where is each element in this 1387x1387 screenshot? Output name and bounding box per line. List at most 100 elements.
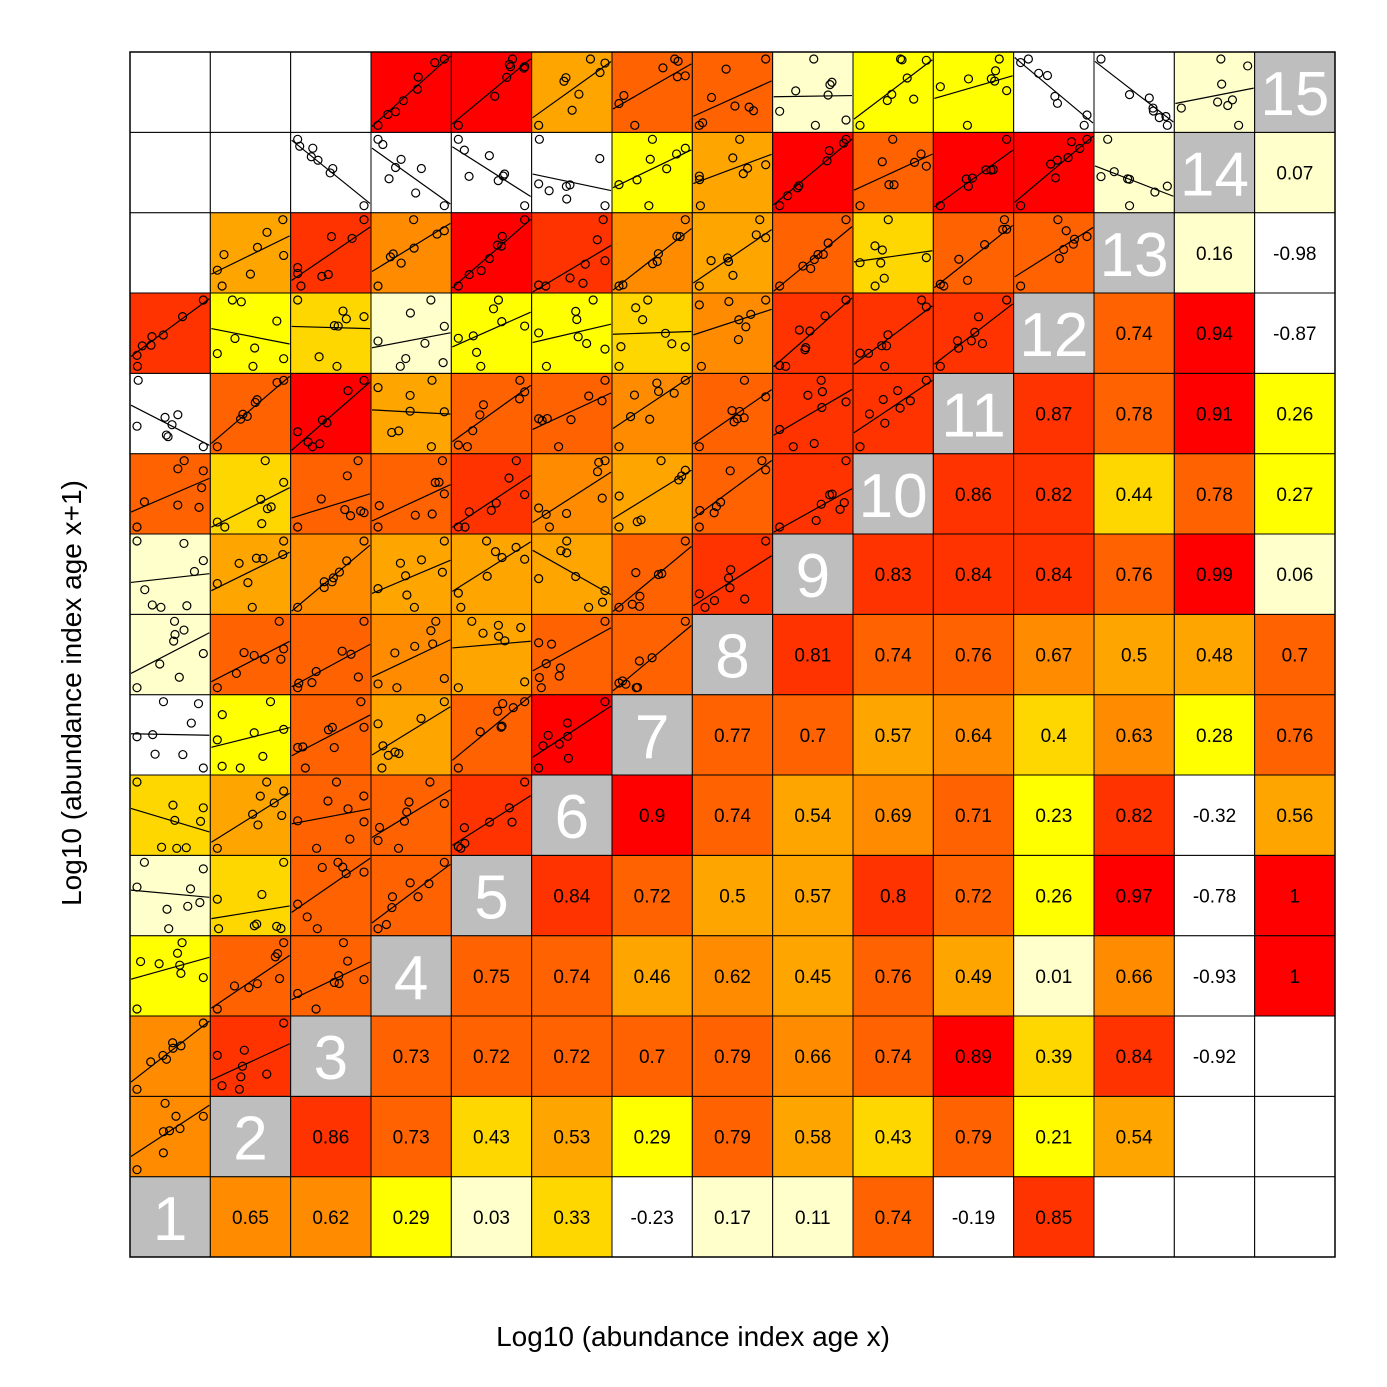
scatter-point	[794, 325, 804, 335]
correlation-value-label: 0.71	[955, 806, 992, 827]
diagonal-age-label: 15	[1260, 60, 1329, 129]
scatter-point	[158, 1127, 169, 1137]
correlation-value-label: 0.77	[714, 726, 751, 747]
scatter-point	[757, 456, 767, 466]
scatter-point	[652, 378, 662, 388]
regression-line	[371, 706, 451, 756]
scatter-point	[1217, 79, 1227, 89]
correlation-cell	[1093, 694, 1175, 776]
scatter-point	[146, 340, 156, 350]
scatter-point	[345, 511, 356, 521]
scatter-point	[909, 94, 919, 104]
correlation-value-label: 0.72	[473, 1047, 510, 1068]
scatter-point	[841, 115, 851, 125]
diagonal-cell-7	[611, 694, 693, 776]
scatter-point	[973, 312, 984, 322]
scatter-point	[635, 591, 645, 601]
scatter-panel	[450, 774, 533, 856]
scatter-point	[279, 938, 289, 948]
correlation-value-label: 0.72	[553, 1047, 590, 1068]
scatter-point	[416, 163, 426, 174]
correlation-cell	[1254, 533, 1336, 615]
scatter-point	[252, 919, 262, 929]
scatter-point	[400, 571, 411, 581]
scatter-point	[176, 968, 186, 978]
correlation-cell	[1173, 613, 1256, 696]
scatter-panel	[129, 533, 211, 615]
scatter-point	[839, 498, 849, 508]
scatter-point	[816, 499, 826, 509]
scatter-point	[536, 683, 546, 693]
correlation-value-label: 0.85	[1035, 1208, 1072, 1229]
scatter-point	[294, 678, 304, 688]
scatter-point	[384, 174, 394, 184]
scatter-panel	[370, 453, 452, 535]
scatter-point	[1059, 244, 1069, 255]
scatter-point	[279, 1018, 289, 1028]
diagonal-age-label: 9	[796, 542, 830, 611]
regression-line	[452, 311, 531, 348]
scatter-point	[881, 341, 892, 351]
scatter-point	[544, 186, 554, 196]
regression-line	[451, 58, 532, 125]
scatter-point	[1066, 137, 1077, 147]
scatter-point	[359, 536, 369, 546]
scatter-point	[410, 641, 420, 651]
scatter-point	[827, 77, 837, 87]
correlation-cell	[1254, 1176, 1336, 1258]
scatter-point	[515, 375, 525, 385]
scatter-point	[730, 101, 740, 111]
scatter-point	[632, 517, 642, 527]
scatter-point	[791, 86, 801, 96]
scatter-point	[534, 134, 544, 144]
correlation-cell	[852, 774, 934, 856]
scatter-panel	[531, 613, 613, 696]
scatter-point	[1082, 134, 1092, 144]
scatter-point	[396, 258, 406, 268]
scatter-point	[293, 262, 303, 273]
scatter-panel	[531, 131, 613, 214]
scatter-point	[453, 120, 463, 130]
scatter-point	[132, 536, 142, 546]
scatter-point	[680, 616, 690, 626]
correlation-value-label: 0.56	[1276, 806, 1313, 827]
correlation-value-label: 0.16	[1196, 244, 1233, 265]
scatter-point	[990, 66, 1001, 76]
correlation-value-label: 0.73	[393, 1047, 430, 1068]
scatter-point	[186, 718, 196, 728]
scatter-point	[498, 171, 508, 181]
scatter-point	[373, 382, 383, 393]
correlation-cell	[1173, 694, 1256, 776]
correlation-value-label: 0.4	[1041, 726, 1068, 747]
scatter-point	[217, 281, 227, 291]
scatter-point	[855, 201, 865, 211]
correlation-cell	[932, 935, 1015, 1017]
scatter-point	[492, 240, 503, 250]
scatter-point	[809, 438, 819, 449]
scatter-point	[459, 823, 469, 833]
scatter-point	[183, 901, 193, 911]
scatter-point	[250, 397, 260, 408]
scatter-point	[870, 241, 880, 251]
scatter-point	[170, 815, 180, 825]
diagonal-cell-1	[129, 1176, 211, 1258]
x-axis-label: Log10 (abundance index age x)	[496, 1321, 890, 1352]
scatter-panel	[370, 212, 452, 294]
correlation-value-label: 0.79	[714, 1128, 751, 1149]
correlation-value-label: 0.84	[553, 887, 590, 908]
correlation-value-label: 0.74	[875, 1047, 912, 1068]
correlation-value-label: 0.07	[1276, 164, 1313, 185]
scatter-point	[680, 215, 690, 225]
scatter-point	[467, 616, 477, 626]
scatter-point	[803, 390, 813, 400]
scatter-point	[212, 735, 222, 745]
correlation-value-label: 0.06	[1276, 565, 1313, 586]
scatter-point	[133, 375, 143, 385]
scatter-point	[507, 817, 517, 827]
correlation-cell	[1013, 854, 1095, 937]
scatter-point	[303, 437, 313, 447]
scatter-point	[630, 120, 640, 130]
regression-line	[532, 61, 612, 119]
scatter-point	[399, 816, 410, 826]
scatter-point	[935, 82, 945, 92]
